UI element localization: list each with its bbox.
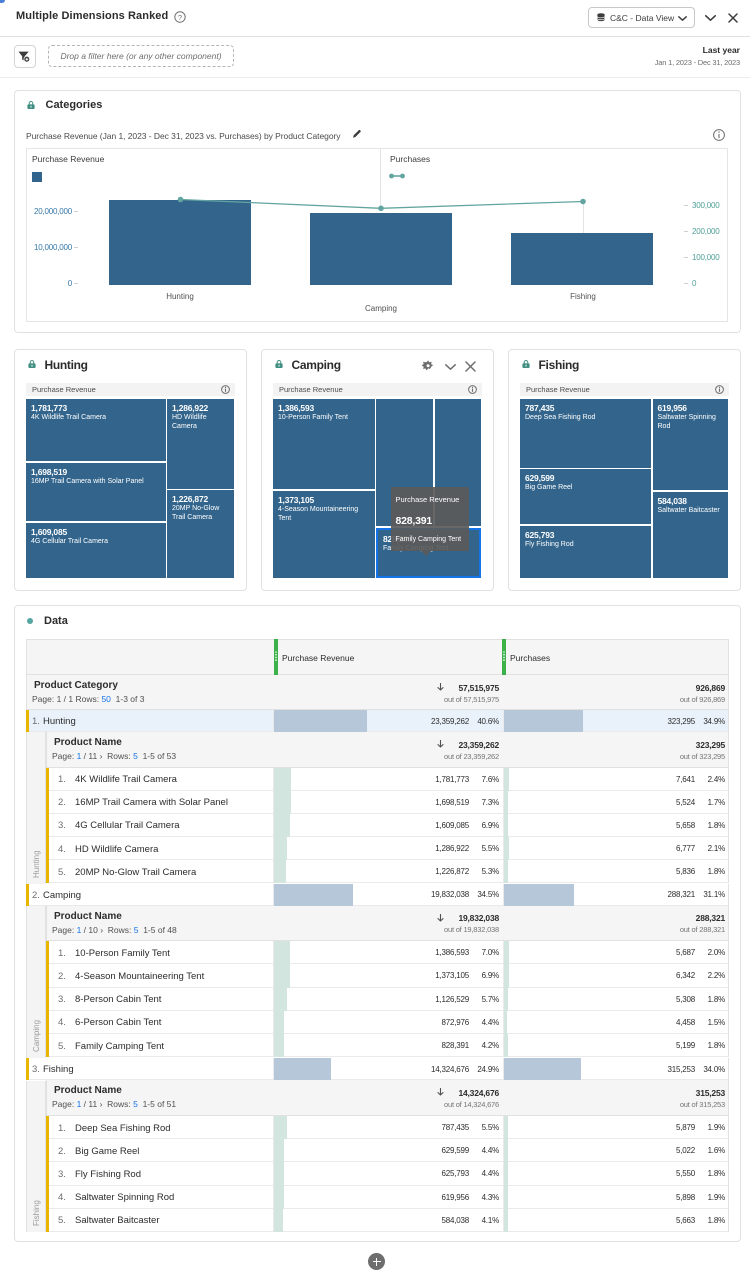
svg-text:?: ?: [178, 13, 182, 22]
